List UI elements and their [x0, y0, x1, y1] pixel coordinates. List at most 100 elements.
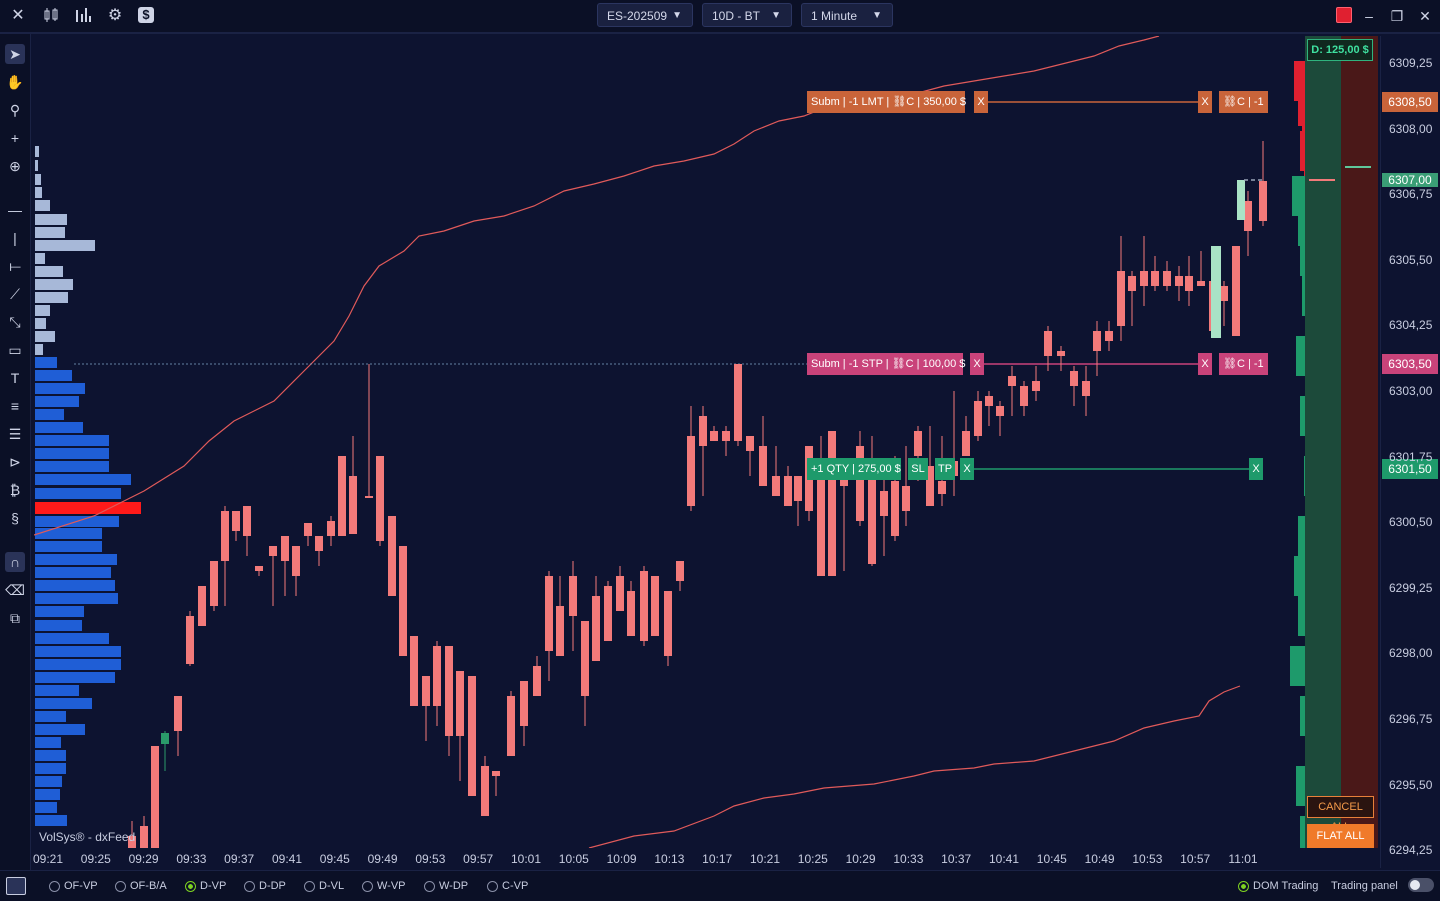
sell-marker-icon[interactable]: §: [11, 510, 19, 526]
price-chart[interactable]: [34, 36, 1380, 848]
gear-icon[interactable]: ⚙: [107, 7, 123, 24]
rectangle-icon[interactable]: ▭: [8, 342, 22, 358]
take-profit-button[interactable]: TP: [935, 458, 955, 480]
time-label: 10:41: [988, 852, 1020, 866]
panel-toggle-icon[interactable]: [6, 877, 26, 895]
stop-loss-button[interactable]: SL: [908, 458, 928, 480]
buy-sell-icon[interactable]: ₿: [9, 482, 21, 498]
candle-body: [1044, 331, 1052, 356]
stop-order-cancel[interactable]: X: [970, 353, 984, 375]
record-icon[interactable]: [1336, 7, 1352, 23]
fibonacci-icon[interactable]: ≡: [10, 398, 20, 414]
profile-tab-ofvp[interactable]: OF-VP: [49, 880, 98, 892]
cursor-icon[interactable]: ➤: [5, 44, 25, 64]
candle-body: [1197, 281, 1205, 286]
time-axis[interactable]: 09:21 09:25 09:29 09:33 09:37 09:41 09:45 09:49…: [33, 850, 1380, 868]
volume-profile-bar: [35, 344, 43, 355]
candle-body: [221, 511, 229, 561]
text-icon[interactable]: T: [10, 370, 20, 386]
candle-body: [1220, 286, 1228, 301]
hand-icon[interactable]: ✋: [6, 74, 24, 90]
stop-order-label[interactable]: Subm | -1 STP | ⛓C | 100,00 $: [807, 353, 965, 375]
candlestick-chart-icon[interactable]: [41, 6, 61, 26]
profile-tab-ofba[interactable]: OF-B/A: [115, 880, 167, 892]
candle-body: [1232, 246, 1240, 336]
limit-order-label[interactable]: Subm | -1 LMT | ⛓C | 350,00 $: [807, 91, 966, 113]
vertical-line-icon[interactable]: |: [13, 230, 17, 246]
candle-body: [1185, 276, 1193, 291]
position-close-button[interactable]: X: [960, 458, 974, 480]
volume-profile-bar: [35, 763, 66, 774]
dom-bid-marker: [1309, 179, 1335, 181]
profile-tab-dvl[interactable]: D-VL: [304, 880, 344, 892]
trading-panel-toggle[interactable]: [1408, 878, 1434, 892]
magnet-cross-icon[interactable]: ⊕: [9, 158, 21, 174]
daily-pnl-badge: D: 125,00 $: [1307, 39, 1373, 61]
volume-profile-bar: [35, 724, 85, 735]
volume-profile-bar: [35, 187, 42, 198]
zoom-icon[interactable]: ⚲: [9, 102, 21, 118]
candle-body-highlight: [1211, 246, 1221, 338]
limit-order-oco-tag[interactable]: ⛓C | -1: [1219, 91, 1268, 113]
arrow-marker-icon[interactable]: ⊳: [9, 454, 21, 470]
eraser-icon[interactable]: ⌫: [5, 582, 25, 598]
cancel-all-button[interactable]: CANCEL ALL: [1307, 796, 1374, 833]
levels-icon[interactable]: ☰: [8, 426, 22, 442]
close-icon[interactable]: ✕: [11, 7, 25, 24]
candle-body: [926, 466, 934, 506]
dollar-icon[interactable]: $: [138, 7, 154, 23]
stop-order-cancel-right[interactable]: X: [1198, 353, 1212, 375]
price-label: 6301,75: [1389, 449, 1433, 464]
profile-tab-cvp[interactable]: C-VP: [487, 880, 528, 892]
candle-body: [581, 621, 589, 696]
candle-body: [817, 466, 825, 576]
profile-tab-ddp[interactable]: D-DP: [244, 880, 286, 892]
volume-profile-bar: [35, 606, 84, 617]
profile-tab-wvp[interactable]: W-VP: [362, 880, 406, 892]
price-label: 6295,50: [1389, 777, 1433, 792]
flat-all-button[interactable]: FLAT ALL: [1307, 824, 1374, 848]
position-label[interactable]: +1 QTY | 275,00 $: [807, 458, 901, 480]
candle-body: [1244, 201, 1252, 231]
position-close-right-button[interactable]: X: [1249, 458, 1263, 480]
window-close-icon[interactable]: ✕: [1419, 8, 1431, 24]
trend-line-icon[interactable]: ⟋: [10, 286, 20, 302]
candle-body: [520, 681, 528, 726]
dom-panel: [1300, 36, 1380, 848]
time-label: 09:37: [224, 852, 255, 866]
candle-body: [1032, 381, 1040, 391]
timeframe-select[interactable]: 1 Minute ▼: [801, 3, 893, 27]
volume-profile-bar: [35, 672, 115, 683]
stop-order-oco-tag[interactable]: ⛓C | -1: [1219, 353, 1268, 375]
profile-tab-wdp[interactable]: W-DP: [424, 880, 468, 892]
candle-body: [304, 523, 312, 536]
candle-body: [1070, 371, 1078, 386]
horizontal-line-icon[interactable]: —: [8, 202, 22, 218]
limit-order-cancel-right[interactable]: X: [1198, 91, 1212, 113]
magnet-icon[interactable]: ∩: [5, 552, 25, 572]
symbol-select[interactable]: ES-202509 ▼: [597, 3, 693, 27]
layers-icon[interactable]: ⧉: [10, 610, 20, 626]
restore-icon[interactable]: ❐: [1390, 8, 1404, 24]
volume-profile-bar: [35, 266, 63, 277]
candle-body: [243, 506, 251, 536]
path-icon[interactable]: ⤡: [9, 314, 21, 330]
price-label: 6294,25: [1389, 843, 1433, 858]
candle-body: [640, 571, 648, 641]
candle-body: [604, 586, 612, 641]
period-select[interactable]: 10D - BT ▼: [702, 3, 792, 27]
dom-trading-radio[interactable]: DOM Trading: [1238, 880, 1318, 892]
time-label: 09:53: [415, 852, 446, 866]
minimize-icon[interactable]: –: [1365, 8, 1373, 24]
price-axis[interactable]: 6308,50 6307,00 6303,50 6301,50 6309,25 6…: [1380, 36, 1440, 868]
limit-order-cancel[interactable]: X: [974, 91, 988, 113]
candle-body: [327, 521, 335, 536]
candle-body: [828, 431, 836, 576]
volume-profile-bar: [35, 620, 82, 631]
candle-body: [710, 431, 718, 441]
crosshair-icon[interactable]: +: [10, 130, 20, 146]
time-label: 10:29: [845, 852, 876, 866]
profile-tab-dvp[interactable]: D-VP: [185, 880, 226, 892]
ray-icon[interactable]: ⟝: [9, 258, 21, 274]
bar-chart-icon[interactable]: [73, 6, 93, 26]
